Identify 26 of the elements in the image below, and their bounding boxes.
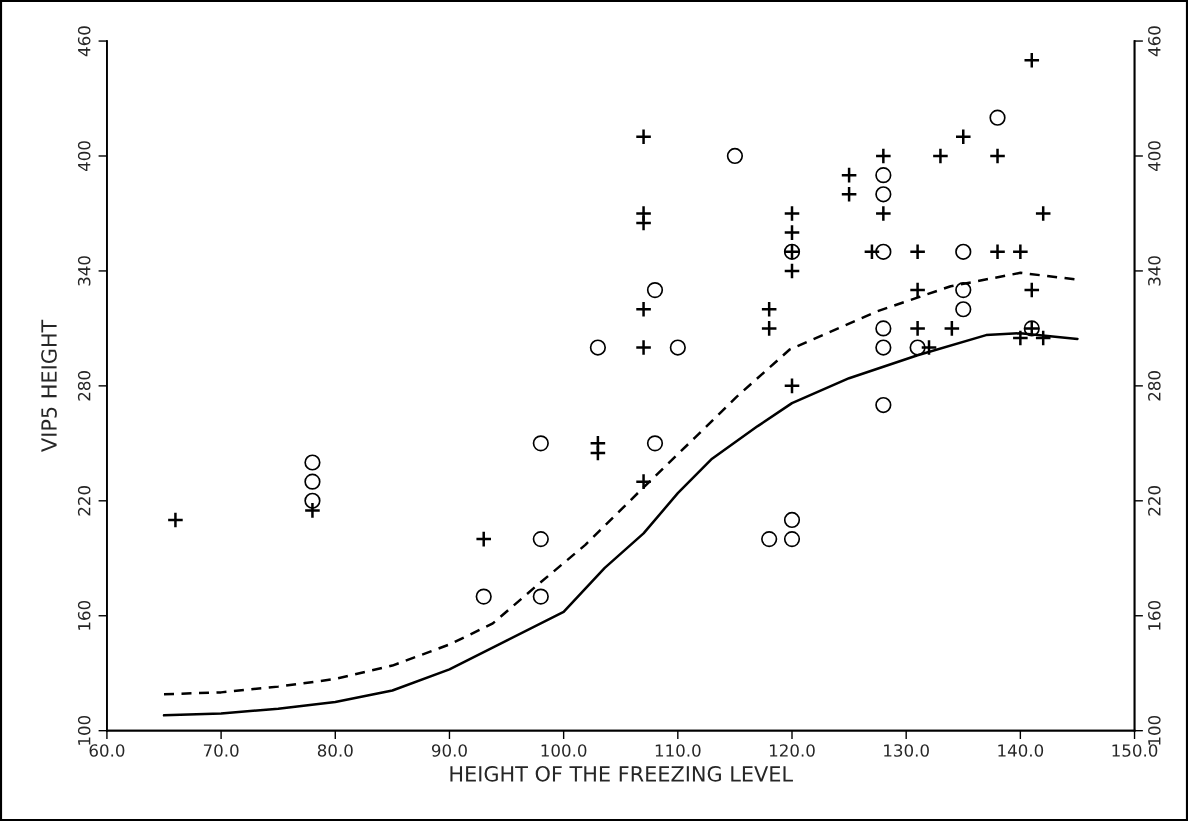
y-tick-label: 160 (77, 600, 91, 630)
x-axis-title: HEIGHT OF THE FREEZING LEVEL (450, 765, 793, 782)
y2-tick-label: 340 (1148, 256, 1161, 286)
x-tick-label: 110.0 (655, 744, 701, 757)
y-tick-label: 400 (77, 141, 91, 172)
x-tick-label: 60.0 (89, 744, 125, 757)
x-tick-label: 70.0 (203, 744, 239, 757)
x-tick-label: 80.0 (317, 744, 353, 757)
x-tick-label: 100.0 (541, 744, 587, 757)
y-tick-label: 460 (77, 26, 91, 57)
x-tick-label: 130.0 (884, 744, 929, 757)
y2-tick-label: 280 (1148, 371, 1161, 401)
y-tick-label: 220 (77, 486, 91, 516)
y2-tick-label: 160 (1148, 600, 1161, 630)
x-tick-label: 140.0 (998, 744, 1044, 757)
x-tick-label: 120.0 (769, 744, 815, 757)
y2-tick-label: 100 (1148, 715, 1161, 745)
y2-tick-label: 460 (1148, 26, 1161, 57)
y-tick-label: 280 (77, 371, 91, 401)
y-axis-title: VIP5 HEIGHT (41, 319, 57, 452)
y-tick-label: 100 (77, 715, 91, 745)
x-tick-label: 150.0 (1112, 744, 1158, 757)
y2-tick-label: 400 (1148, 141, 1161, 172)
x-tick-label: 90.0 (431, 744, 467, 757)
y-tick-label: 340 (77, 256, 91, 286)
y2-tick-label: 220 (1148, 486, 1161, 516)
